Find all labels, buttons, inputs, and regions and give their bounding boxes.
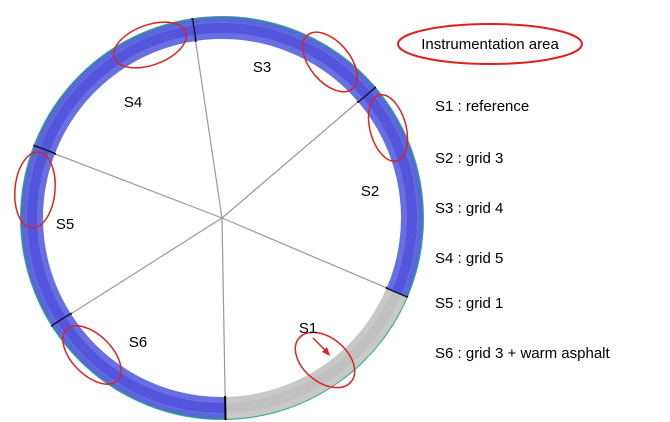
section-label: S1: [299, 320, 317, 337]
instrumentation-area: [14, 151, 56, 229]
spoke: [70, 217, 223, 315]
spoke: [221, 101, 359, 219]
callout: Instrumentation area: [421, 36, 559, 53]
section-core: [225, 290, 402, 413]
instrumentation-area: [112, 21, 188, 69]
ring: S1 S2 S3 S4 S5 S6: [14, 16, 424, 420]
section-core: [193, 23, 371, 98]
legend-item: S5 : grid 1: [435, 295, 503, 312]
section-label: S5: [56, 216, 74, 233]
spoke: [194, 40, 223, 219]
section-label: S2: [361, 183, 379, 200]
section-core: [57, 317, 226, 413]
instrumentation-area: [294, 331, 356, 389]
section-boundary: [33, 144, 57, 156]
pointer-head: [322, 347, 330, 356]
section-core: [39, 25, 195, 152]
legend-item: S4 : grid 5: [435, 250, 503, 267]
section-boundary: [50, 312, 73, 328]
section-label: S3: [253, 59, 271, 76]
section-label: S4: [124, 94, 142, 111]
legend: S1 : reference S2 : grid 3 S3 : grid 4 S4 :…: [435, 98, 611, 362]
legend-item: S3 : grid 4: [435, 200, 503, 217]
section-band: [34, 19, 196, 154]
legend-item: S1 : reference: [435, 98, 529, 115]
instrumentation-area: [62, 325, 122, 385]
section-label: S6: [129, 334, 147, 351]
spoke: [221, 217, 388, 289]
spoke: [54, 153, 223, 219]
legend-item: S6 : grid 3 + warm asphalt: [435, 345, 611, 362]
instrumentation-area: [367, 94, 409, 162]
legend-item: S2 : grid 3: [435, 150, 503, 167]
callout-frame: [397, 23, 583, 65]
instrumentation-area: [302, 31, 358, 93]
section-core: [362, 91, 417, 295]
spoke: [221, 217, 226, 397]
section-core: [27, 148, 66, 323]
